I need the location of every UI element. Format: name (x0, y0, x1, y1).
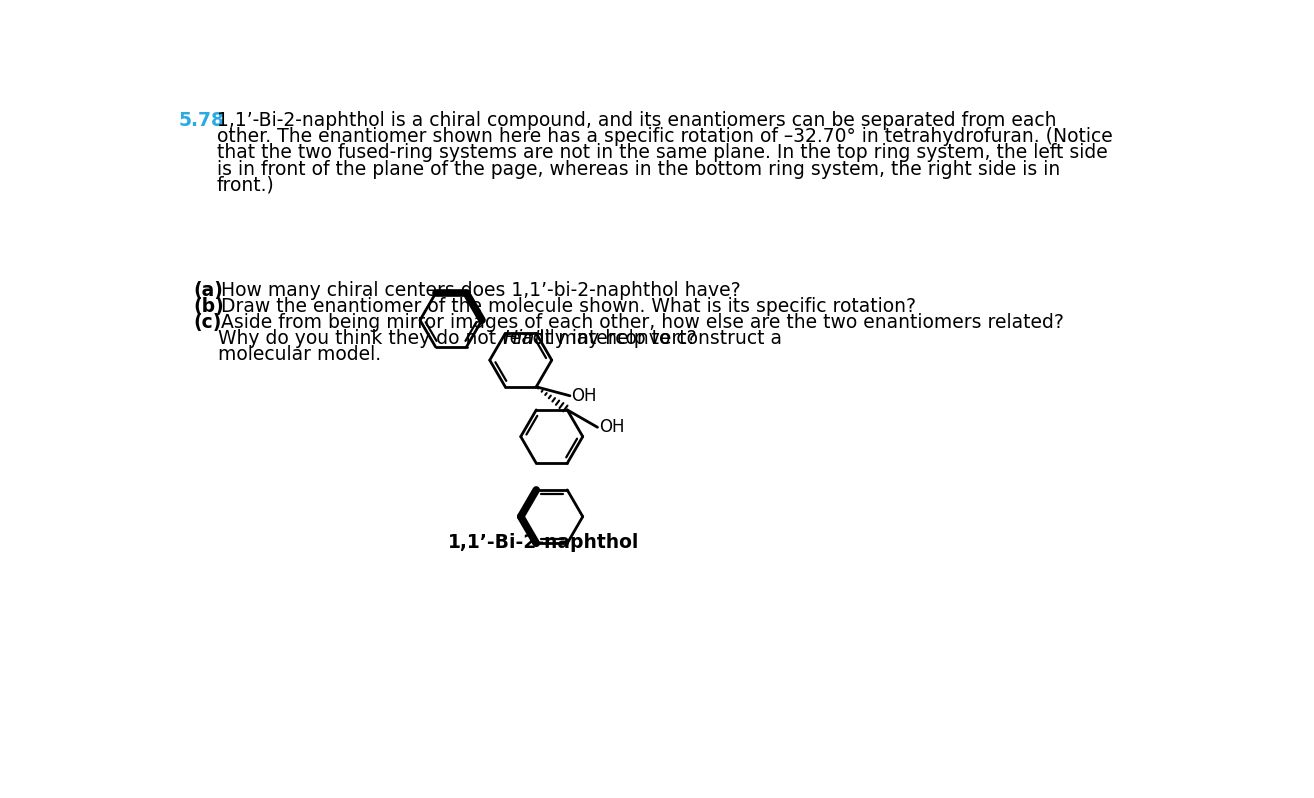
Text: OH: OH (599, 418, 624, 437)
Text: Why do you think they do not readily interconvert?: Why do you think they do not readily int… (193, 329, 702, 348)
Text: Hint: Hint (503, 329, 543, 348)
Text: Aside from being mirror images of each other, how else are the two enantiomers r: Aside from being mirror images of each o… (215, 313, 1064, 332)
Text: other. The enantiomer shown here has a specific rotation of –32.70° in tetrahydr: other. The enantiomer shown here has a s… (217, 128, 1113, 146)
Text: How many chiral centers does 1,1’-bi-2-naphthol have?: How many chiral centers does 1,1’-bi-2-n… (215, 281, 741, 299)
Text: is in front of the plane of the page, whereas in the bottom ring system, the rig: is in front of the plane of the page, wh… (217, 160, 1060, 179)
Text: 1,1’-Bi-2-naphthol is a chiral compound, and its enantiomers can be separated fr: 1,1’-Bi-2-naphthol is a chiral compound,… (217, 111, 1056, 130)
Text: (c): (c) (193, 313, 222, 332)
Text: that the two fused-ring systems are not in the same plane. In the top ring syste: that the two fused-ring systems are not … (217, 144, 1108, 163)
Text: : It may help to construct a: : It may help to construct a (527, 329, 782, 348)
Text: Draw the enantiomer of the molecule shown. What is its specific rotation?: Draw the enantiomer of the molecule show… (215, 297, 916, 316)
Text: (a): (a) (193, 281, 223, 299)
Text: 5.78: 5.78 (179, 111, 225, 130)
Text: front.): front.) (217, 176, 275, 195)
Text: molecular model.: molecular model. (193, 346, 381, 364)
Text: (b): (b) (193, 297, 225, 316)
Text: 1,1’-Bi-2-naphthol: 1,1’-Bi-2-naphthol (448, 533, 640, 552)
Text: OH: OH (572, 387, 597, 405)
